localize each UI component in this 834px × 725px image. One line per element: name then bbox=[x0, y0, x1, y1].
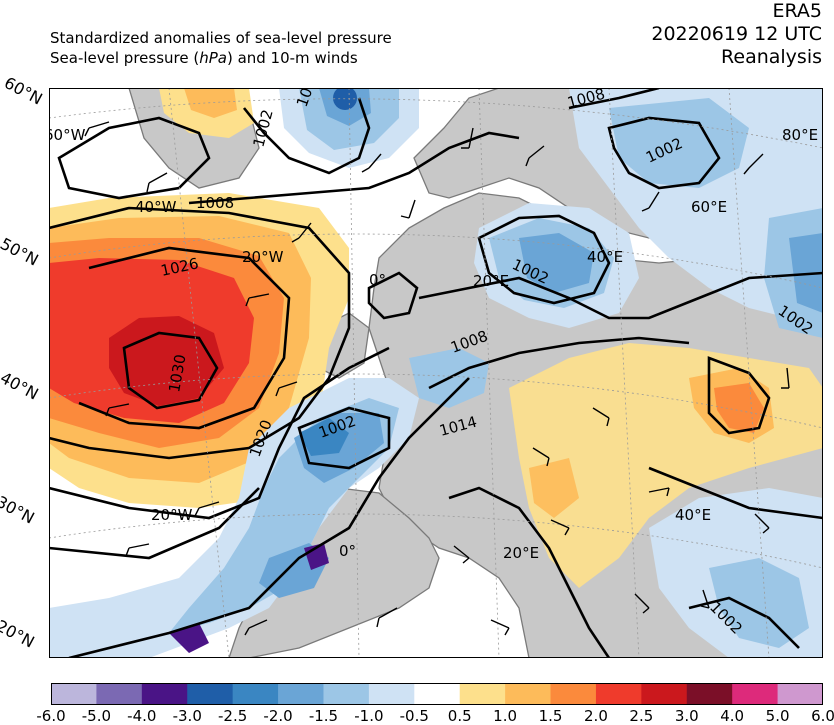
lat-label-40: 40°N bbox=[0, 368, 42, 404]
negative-anomaly-north bbox=[279, 88, 419, 168]
longitude-labels: 60°W 40°W 20°W 0° 20°E 40°E 60°E 80°E 20… bbox=[49, 126, 818, 562]
lon-label: 60°W bbox=[49, 126, 86, 144]
colorbar-tick-label: 3.0 bbox=[674, 707, 699, 725]
lon-label: 60°E bbox=[691, 198, 727, 216]
colorbar-tick-label: 1.5 bbox=[538, 707, 563, 725]
lon-label: 0° bbox=[369, 271, 386, 289]
colorbar-cell bbox=[505, 683, 552, 705]
colorbar-cell bbox=[777, 683, 823, 705]
colorbar-tick-label: -0.5 bbox=[399, 707, 429, 725]
colorbar-cell bbox=[278, 683, 324, 705]
colorbar-tick-label: 2.0 bbox=[584, 707, 608, 725]
colorbar-cells bbox=[51, 683, 823, 705]
colorbar-cell bbox=[51, 683, 97, 705]
colorbar-tick-label: 6.0 bbox=[811, 707, 834, 725]
colorbar-tick-label: 2.5 bbox=[629, 707, 654, 725]
lat-label-50: 50°N bbox=[0, 234, 42, 270]
colorbar-tick-label: -1.0 bbox=[354, 707, 384, 725]
lat-label-30: 30°N bbox=[0, 492, 38, 528]
colorbar-cell bbox=[323, 683, 370, 705]
lon-label: 80°E bbox=[782, 126, 818, 144]
dataset-label: ERA5 bbox=[772, 0, 822, 22]
colorbar bbox=[51, 683, 823, 705]
colorbar-tick-label: 1.0 bbox=[493, 707, 518, 725]
datetime-label: 20220619 12 UTC bbox=[651, 23, 822, 45]
isobars bbox=[49, 88, 823, 658]
colorbar-cell bbox=[686, 683, 733, 705]
colorbar-tick-label: -6.0 bbox=[36, 707, 66, 725]
product-label: Reanalysis bbox=[721, 46, 822, 68]
graticule bbox=[49, 88, 823, 658]
lon-label: 20°E bbox=[473, 272, 509, 290]
negative-anomaly-baltic bbox=[474, 203, 639, 328]
colorbar-cell bbox=[96, 683, 143, 705]
colorbar-tick-label: -3.0 bbox=[172, 707, 202, 725]
lon-label: 40°E bbox=[587, 248, 623, 266]
colorbar-cell bbox=[232, 683, 279, 705]
colorbar-tick-label: 5.0 bbox=[765, 707, 790, 725]
colorbar-tick-label: 0.5 bbox=[447, 707, 472, 725]
lon-label: 40°W bbox=[135, 198, 177, 216]
colorbar-cell bbox=[187, 683, 234, 705]
positive-anomaly-northwest bbox=[159, 88, 254, 138]
isobar-label: 1008 bbox=[196, 194, 234, 212]
map-frame bbox=[49, 88, 823, 658]
colorbar-cell bbox=[641, 683, 688, 705]
colorbar-tick-label: -5.0 bbox=[81, 707, 112, 725]
lon-label: 0° bbox=[339, 542, 356, 560]
title-line-2: Sea-level pressure (hPa) and 10-m winds bbox=[50, 49, 358, 67]
colorbar-cell bbox=[595, 683, 642, 705]
colorbar-tick-label: -2.0 bbox=[263, 707, 293, 725]
colorbar-tick-label: -4.0 bbox=[127, 707, 157, 725]
run-info: ERA5 20220619 12 UTC Reanalysis bbox=[651, 0, 822, 69]
colorbar-cell bbox=[732, 683, 779, 705]
lon-label: 20°E bbox=[503, 544, 539, 562]
colorbar-cell bbox=[550, 683, 597, 705]
lon-label: 40°E bbox=[675, 506, 711, 524]
map-title: Standardized anomalies of sea-level pres… bbox=[50, 28, 392, 68]
colorbar-tick-label: -2.5 bbox=[218, 707, 248, 725]
colorbar-cell bbox=[368, 683, 415, 705]
lon-label: 20°W bbox=[242, 248, 284, 266]
wind-barbs bbox=[84, 121, 790, 636]
anomaly-map: 60°W 40°W 20°W 0° 20°E 40°E 60°E 80°E 20… bbox=[49, 88, 823, 658]
lat-label-60: 60°N bbox=[1, 73, 46, 109]
negative-anomaly-southeast bbox=[649, 488, 823, 658]
negative-anomaly-russia bbox=[569, 88, 823, 338]
lon-label: 20°W bbox=[151, 506, 193, 524]
colorbar-cell bbox=[459, 683, 506, 705]
colorbar-tick-label: -1.5 bbox=[308, 707, 339, 725]
colorbar-cell bbox=[141, 683, 188, 705]
title-line-1: Standardized anomalies of sea-level pres… bbox=[50, 29, 392, 47]
colorbar-cell bbox=[414, 683, 461, 705]
colorbar-frame bbox=[51, 683, 823, 705]
lat-label-20: 20°N bbox=[0, 616, 38, 652]
colorbar-tick-label: 4.0 bbox=[720, 707, 745, 725]
